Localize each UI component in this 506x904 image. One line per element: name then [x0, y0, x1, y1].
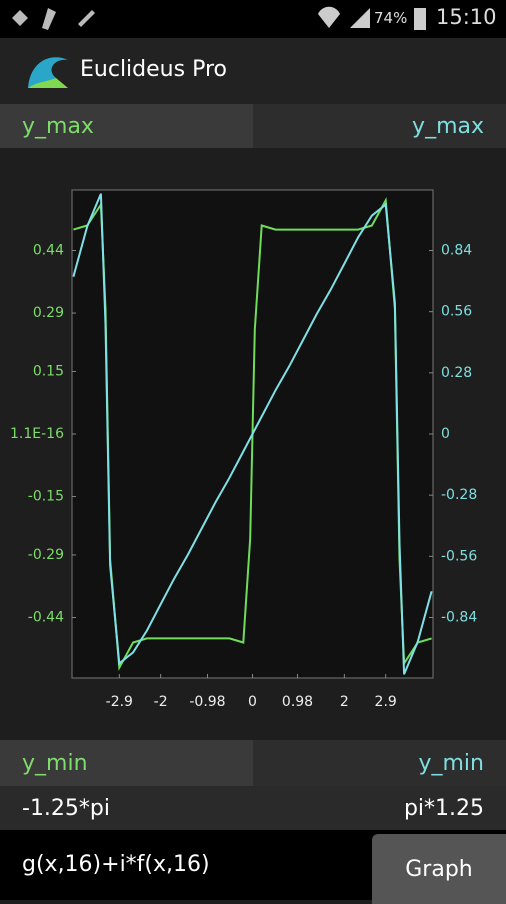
clock: 15:10 — [436, 5, 497, 29]
y-max-right[interactable]: y_max — [253, 104, 506, 148]
y-min-left[interactable]: y_min — [0, 740, 253, 786]
x-tick-label: 0.98 — [282, 694, 313, 710]
y-tick-label: 0.29 — [33, 305, 64, 321]
x-tick-label: 2 — [340, 694, 349, 710]
y-tick-label: -0.56 — [441, 548, 477, 564]
y-tick-label: 0.44 — [33, 242, 64, 258]
y-tick-label: 0 — [441, 426, 450, 442]
status-icons — [12, 6, 426, 30]
x-tick-label: -0.98 — [189, 694, 225, 710]
graph-button[interactable]: Graph — [372, 834, 506, 904]
app-icon — [28, 57, 68, 88]
status-bar: 74% 15:10 — [0, 0, 506, 38]
y-tick-label: 1.1E-16 — [10, 426, 64, 442]
y-tick-label: 0.15 — [33, 363, 64, 379]
y-tick-label: -0.15 — [28, 489, 64, 505]
app-bar: Euclideus Pro — [0, 38, 506, 104]
x-range-row: -1.25*pi pi*1.25 — [0, 786, 506, 830]
app-title: Euclideus Pro — [80, 57, 227, 82]
y-tick-label: 0.28 — [441, 365, 472, 381]
y-tick-label: -0.84 — [441, 609, 477, 625]
x-min-field[interactable]: -1.25*pi — [22, 795, 110, 821]
expression-input[interactable]: g(x,16)+i*f(x,16) — [22, 852, 210, 877]
y-max-left[interactable]: y_max — [0, 104, 253, 148]
battery-text: 74% — [374, 9, 408, 27]
y-tick-label: -0.28 — [441, 487, 477, 503]
y-min-row: y_min y_min — [0, 740, 506, 786]
y-tick-label: 0.84 — [441, 243, 472, 259]
y-tick-label: 0.56 — [441, 304, 472, 320]
input-bar: g(x,16)+i*f(x,16) Graph — [0, 830, 506, 904]
y-tick-label: -0.29 — [28, 547, 64, 563]
y-tick-label: -0.44 — [28, 610, 64, 626]
x-tick-label: 2.9 — [375, 694, 397, 710]
y-min-right[interactable]: y_min — [253, 740, 506, 786]
x-tick-label: -2.9 — [106, 694, 133, 710]
series-line — [72, 193, 433, 675]
y-max-row: y_max y_max — [0, 104, 506, 148]
x-tick-label: -2 — [154, 694, 168, 710]
x-tick-label: 0 — [248, 694, 257, 710]
x-max-field[interactable]: pi*1.25 — [403, 795, 484, 821]
chart: 0.44 0.29 0.15 1.1E-16 -0.15 -0.29 -0.44 0.84 0.… — [10, 189, 477, 710]
